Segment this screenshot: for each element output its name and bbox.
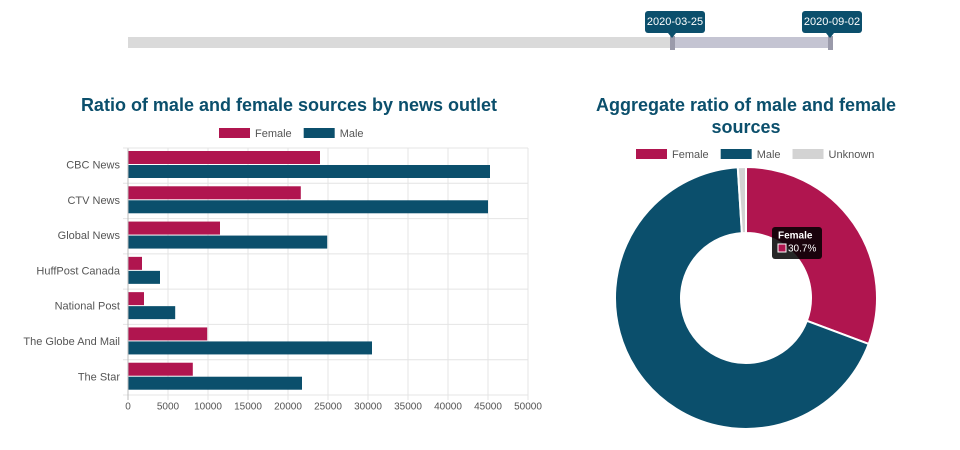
legend-label: Female bbox=[255, 128, 292, 140]
x-tick-label: 0 bbox=[125, 402, 131, 413]
x-tick-label: 50000 bbox=[514, 402, 542, 413]
bar bbox=[128, 151, 320, 164]
y-tick-label: The Star bbox=[78, 371, 121, 383]
bar bbox=[128, 306, 176, 320]
legend-label: Male bbox=[340, 128, 364, 140]
slider-start: 2020-03-25 bbox=[647, 16, 703, 28]
chart-title: Aggregate ratio of male and female sourc… bbox=[595, 95, 897, 137]
y-tick-label: The Globe And Mail bbox=[23, 336, 120, 348]
legend-swatch bbox=[303, 128, 335, 138]
y-tick-label: National Post bbox=[55, 301, 120, 313]
bar bbox=[128, 256, 142, 270]
x-tick-label: 10000 bbox=[194, 402, 222, 413]
doughnut-slice bbox=[736, 165, 747, 235]
slider-handle[interactable] bbox=[670, 36, 675, 50]
bar bbox=[128, 341, 372, 355]
y-tick-label: HuffPost Canada bbox=[36, 265, 120, 277]
slider-handle[interactable] bbox=[828, 36, 833, 50]
y-tick-label: Global News bbox=[58, 230, 121, 242]
slider-pointer bbox=[826, 33, 834, 38]
legend-label: Female bbox=[672, 149, 709, 161]
x-tick-label: 15000 bbox=[234, 402, 262, 413]
bar bbox=[128, 362, 193, 376]
bar bbox=[128, 186, 301, 200]
legend-swatch bbox=[219, 128, 250, 138]
slider-track bbox=[128, 37, 832, 48]
tooltip-swatch bbox=[777, 243, 787, 253]
x-tick-label: 35000 bbox=[394, 402, 422, 413]
bar bbox=[128, 200, 488, 214]
x-tick-label: 20000 bbox=[274, 402, 302, 413]
slider-end: 2020-09-02 bbox=[804, 16, 860, 28]
x-tick-label: 45000 bbox=[474, 402, 502, 413]
legend-label: Male bbox=[757, 149, 781, 161]
doughnut-slice bbox=[614, 166, 870, 430]
x-tick-label: 5000 bbox=[157, 402, 180, 413]
y-tick-label: CTV News bbox=[67, 195, 120, 207]
legend-swatch bbox=[636, 149, 667, 159]
x-tick-label: 40000 bbox=[434, 402, 462, 413]
bar bbox=[128, 376, 302, 390]
bar bbox=[128, 235, 328, 249]
tooltip: Female 30.7% bbox=[772, 227, 822, 259]
bar bbox=[128, 165, 490, 178]
tooltip-value: 30.7% bbox=[788, 244, 816, 255]
slider-label-box bbox=[645, 11, 705, 33]
x-tick-label: 30000 bbox=[354, 402, 382, 413]
y-tick-label: CBC News bbox=[66, 160, 120, 172]
chart-title: Ratio of male and female sources by news… bbox=[80, 95, 498, 115]
bar bbox=[128, 292, 144, 306]
legend-label: Unknown bbox=[829, 149, 875, 161]
slider-pointer bbox=[668, 33, 676, 38]
tooltip-title: Female bbox=[778, 231, 813, 242]
bar bbox=[128, 221, 220, 235]
x-tick-label: 25000 bbox=[314, 402, 342, 413]
legend-swatch bbox=[720, 149, 752, 159]
slider-range bbox=[672, 37, 830, 48]
slider-label-box bbox=[802, 11, 862, 33]
legend-swatch bbox=[792, 149, 824, 159]
bar bbox=[128, 327, 208, 341]
bar bbox=[128, 270, 160, 284]
